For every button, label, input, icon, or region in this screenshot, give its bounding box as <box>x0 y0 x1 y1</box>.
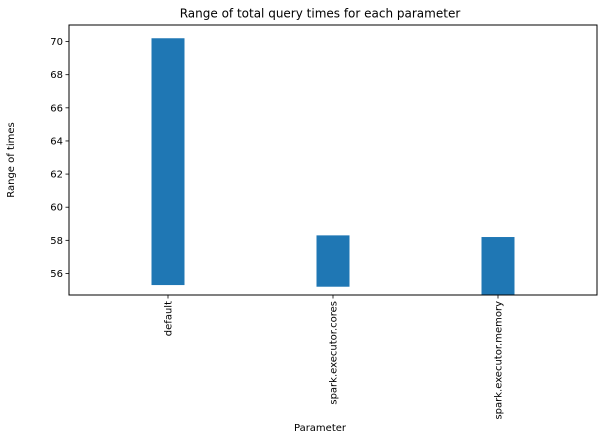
x-axis-label: Parameter <box>294 423 347 434</box>
x-tick-label-spark-executor-cores: spark.executor.cores <box>329 301 340 405</box>
y-tick-label: 64 <box>50 136 63 147</box>
y-axis-label: Range of times <box>6 122 17 198</box>
y-axis-ticks: 56 58 60 62 64 66 68 70 <box>50 37 69 280</box>
x-tick-label-default: default <box>164 301 175 336</box>
x-axis-ticks: default spark.executor.cores spark.executo… <box>164 295 505 420</box>
y-tick-label: 62 <box>50 170 63 181</box>
x-tick-label-spark-executor-memory: spark.executor.memory <box>494 301 505 420</box>
y-tick-label: 66 <box>50 103 63 114</box>
y-tick-label: 58 <box>50 236 63 247</box>
y-tick-label: 60 <box>50 203 63 214</box>
chart-title: Range of total query times for each para… <box>180 7 461 21</box>
bar-spark-executor-memory <box>481 237 515 295</box>
bar-spark-executor-cores <box>316 235 350 287</box>
y-tick-label: 56 <box>50 269 63 280</box>
bar-default <box>151 38 185 286</box>
y-tick-label: 68 <box>50 70 63 81</box>
y-tick-label: 70 <box>50 37 63 48</box>
bars-layer <box>151 38 515 295</box>
